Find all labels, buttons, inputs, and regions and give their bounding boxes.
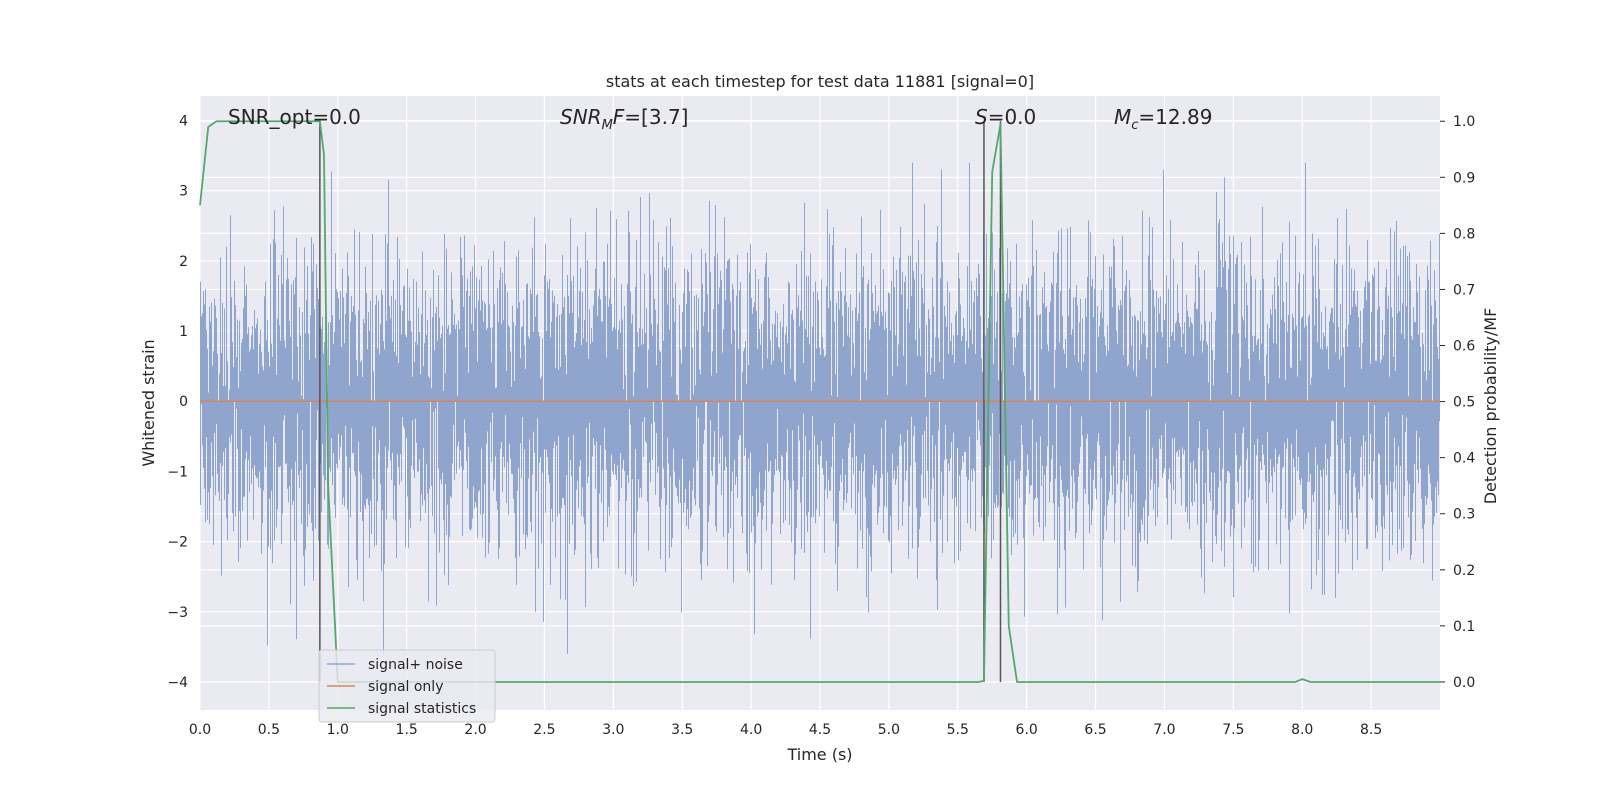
snr-mf-tail: F xyxy=(613,105,625,129)
left-axis-ticks: 4 3 2 1 0 −1 −2 −3 −4 xyxy=(167,114,188,691)
snr-mf-value: =[3.7] xyxy=(624,105,688,129)
mc-sub: c xyxy=(1131,118,1138,133)
legend-box xyxy=(318,649,496,723)
x-tick-label: 2.5 xyxy=(533,722,555,738)
right-tick-label: 0.7 xyxy=(1453,282,1475,298)
right-tick-label: 0.9 xyxy=(1453,170,1475,186)
chart-title: stats at each timestep for test data 118… xyxy=(606,72,1034,91)
left-tick-label: 0 xyxy=(179,394,188,410)
signal-statistics-line xyxy=(199,120,1440,683)
right-tick-label: 0.8 xyxy=(1453,226,1475,242)
legend-label-signal-only: signal only xyxy=(368,679,443,695)
x-tick-label: 5.0 xyxy=(878,722,900,738)
x-tick-label: 7.5 xyxy=(1222,722,1244,738)
right-tick-label: 0.2 xyxy=(1453,563,1475,579)
mc-annotation: Mc=12.89 xyxy=(1114,105,1212,133)
x-axis-ticks: 0.0 0.5 1.0 1.5 2.0 2.5 3.0 3.5 4.0 4.5 5.0 5.5 6.0 6… xyxy=(189,722,1382,738)
left-tick-label: −3 xyxy=(167,605,188,621)
left-tick-label: −2 xyxy=(167,535,188,551)
x-tick-label: 8.5 xyxy=(1360,722,1382,738)
right-axis-label: Detection probability/MF xyxy=(1481,308,1500,505)
left-tick-label: 4 xyxy=(179,114,188,130)
s-name: S xyxy=(975,105,988,129)
left-axis-label: Whitened strain xyxy=(139,339,158,466)
x-tick-label: 1.5 xyxy=(396,722,418,738)
x-tick-label: 0.5 xyxy=(258,722,280,738)
right-tick-label: 0.6 xyxy=(1453,339,1475,355)
s-value: =0.0 xyxy=(988,105,1037,129)
x-tick-label: 7.0 xyxy=(1153,722,1175,738)
x-tick-label: 6.5 xyxy=(1084,722,1106,738)
right-tick-label: 0.1 xyxy=(1453,619,1475,635)
x-tick-label: 2.0 xyxy=(464,722,486,738)
legend-label-signal-noise: signal+ noise xyxy=(368,657,463,673)
mc-value: =12.89 xyxy=(1138,105,1212,129)
right-tick-label: 0.4 xyxy=(1453,451,1475,467)
snr-opt-annotation: SNR_opt=0.0 xyxy=(228,105,361,129)
x-tick-label: 4.0 xyxy=(740,722,762,738)
x-axis-label: Time (s) xyxy=(786,745,852,764)
snr-mf-name: SNR xyxy=(560,105,602,129)
s-annotation: S=0.0 xyxy=(975,105,1036,129)
mc-name: M xyxy=(1114,105,1131,129)
right-tick-label: 0.5 xyxy=(1453,395,1475,411)
signal-statistics-series xyxy=(199,120,1440,683)
marker-lines xyxy=(319,121,1002,682)
x-tick-label: 3.5 xyxy=(671,722,693,738)
x-tick-label: 1.0 xyxy=(327,722,349,738)
left-tick-label: 3 xyxy=(179,184,188,200)
right-tick-label: 0.0 xyxy=(1453,675,1475,691)
left-tick-label: 2 xyxy=(179,254,188,270)
x-tick-label: 5.5 xyxy=(947,722,969,738)
right-tick-label: 0.3 xyxy=(1453,507,1475,523)
x-tick-label: 8.0 xyxy=(1291,722,1313,738)
legend-label-signal-statistics: signal statistics xyxy=(368,701,476,717)
legend: signal+ noise signal only signal statist… xyxy=(318,649,496,723)
x-tick-label: 0.0 xyxy=(189,722,211,738)
right-tick-label: 1.0 xyxy=(1453,114,1475,130)
x-tick-label: 6.0 xyxy=(1016,722,1038,738)
snr-mf-sub: M xyxy=(602,118,613,133)
left-tick-label: −1 xyxy=(167,464,188,480)
left-tick-label: −4 xyxy=(167,675,188,691)
right-axis-ticks: 1.0 0.9 0.8 0.7 0.6 0.5 0.4 0.3 0.2 0.1 0.0 xyxy=(1440,114,1475,691)
snr-mf-annotation: SNRMF=[3.7] xyxy=(560,105,688,133)
x-tick-label: 3.0 xyxy=(602,722,624,738)
left-tick-label: 1 xyxy=(179,324,188,340)
x-tick-label: 4.5 xyxy=(809,722,831,738)
